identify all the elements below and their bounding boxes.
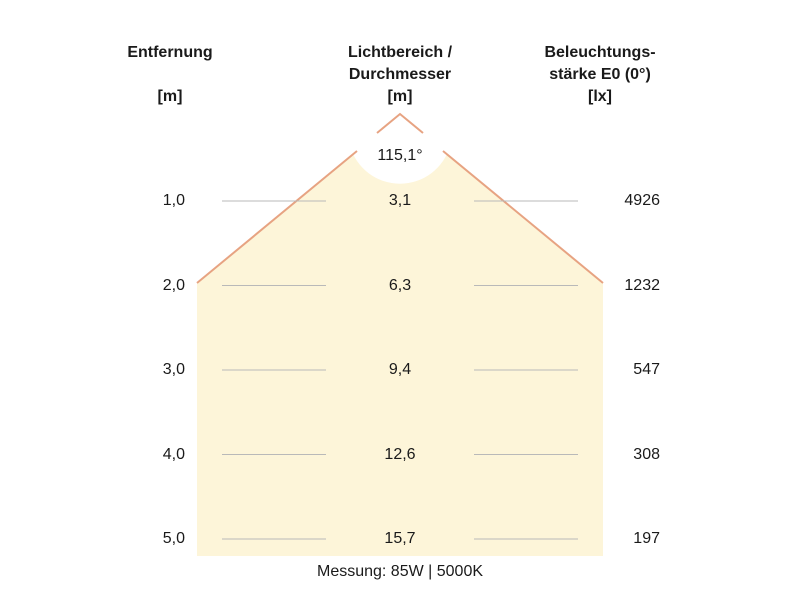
diameter-label-line2: Durchmesser [348,66,452,83]
diameter-value: 12,6 [384,445,416,463]
diameter-label-line1: Lichtbereich / [347,44,453,61]
illuminance-value: 547 [633,361,660,378]
diameter-value: 6,3 [388,276,412,294]
beam-angle-label: 115,1° [377,147,423,164]
illuminance-label-line1: Beleuchtungs- [544,44,656,61]
distance-header: Entfernung [m] [100,42,240,108]
beam-edge-right [442,150,604,284]
distance-value: 4,0 [162,445,185,463]
illuminance-unit: [lx] [588,88,612,105]
illuminance-value: 4926 [624,192,660,209]
measurement-footer: Messung: 85W | 5000K [316,563,484,580]
diameter-value: 9,4 [388,361,412,378]
beam-edge-left [196,150,358,284]
diameter-value: 15,7 [384,530,416,547]
beam-angle-notch [350,108,450,184]
illuminance-value: 197 [633,530,660,547]
distance-value: 5,0 [162,530,185,547]
illuminance-value: 308 [633,445,660,463]
beam-tip-line [376,112,424,134]
distance-value: 2,0 [162,276,185,294]
illuminance-label-line2: stärke E0 (0°) [549,66,651,83]
light-cone-area [197,114,603,556]
illuminance-value: 1232 [624,276,660,294]
distance-value: 1,0 [162,192,185,209]
diameter-unit: [m] [387,88,413,105]
diameter-header: Lichtbereich / Durchmesser [m] [320,42,480,108]
distance-label: Entfernung [127,44,213,61]
illuminance-header: Beleuchtungs- stärke E0 (0°) [lx] [520,42,680,108]
distance-unit: [m] [157,88,183,105]
guide-lines [222,200,578,540]
diameter-value: 3,1 [388,192,412,209]
distance-value: 3,0 [162,361,185,378]
